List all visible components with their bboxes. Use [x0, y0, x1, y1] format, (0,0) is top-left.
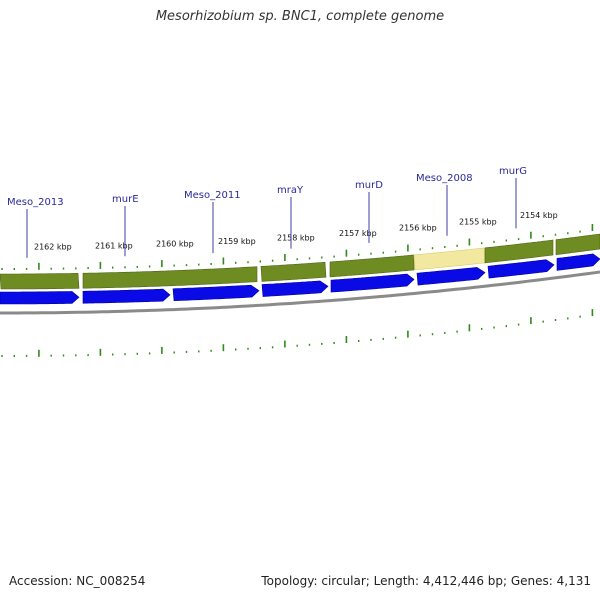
scale-label: 2155 kbp: [459, 218, 497, 227]
gene-band-segment-4: [413, 247, 486, 271]
scale-label: 2157 kbp: [339, 229, 377, 238]
scale-label: 2159 kbp: [218, 237, 256, 246]
scale-label: 2156 kbp: [399, 224, 437, 233]
gene-band-segment-3: [329, 254, 415, 278]
cds-strand: [0, 253, 600, 305]
scale-label: 2154 kbp: [520, 211, 558, 220]
gene-feature-band: [0, 233, 600, 290]
gene-band-segment-0: [0, 272, 80, 290]
cds-arrow-4: [330, 273, 415, 293]
inner-tick-ring: [1, 309, 594, 357]
cds-arrow-2: [172, 284, 260, 302]
gene-label: murE: [112, 194, 139, 205]
cds-arrow-1: [82, 288, 171, 304]
cds-arrow-6: [487, 259, 555, 279]
gene-label: murD: [355, 180, 383, 191]
gene-label: Meso_2008: [416, 173, 473, 184]
gene-band-segment-2: [260, 261, 327, 282]
cds-arrow-3: [261, 280, 329, 297]
scale-labels: 2162 kbp 2161 kbp 2160 kbp 2159 kbp 2158 kbp…: [34, 211, 558, 252]
gene-band-segment-6: [555, 233, 600, 256]
gene-callouts: Meso_2013 murE Meso_2011 mraY murD Meso_2008 m…: [7, 166, 527, 258]
cds-arrow-7: [556, 253, 600, 271]
cds-arrow-5: [416, 267, 486, 286]
scale-label: 2161 kbp: [95, 242, 133, 251]
gene-label: Meso_2013: [7, 197, 64, 208]
gene-label: mraY: [277, 185, 304, 196]
scale-label: 2162 kbp: [34, 243, 72, 252]
gene-label: Meso_2011: [184, 190, 241, 201]
genome-stats: Topology: circular; Length: 4,412,446 bp…: [261, 574, 591, 588]
cds-arrow-0: [0, 291, 80, 305]
accession-label: Accession: NC_008254: [9, 574, 146, 588]
scale-label: 2160 kbp: [156, 240, 194, 249]
gene-band-segment-1: [82, 266, 258, 289]
map-title: Mesorhizobium sp. BNC1, complete genome: [155, 9, 445, 24]
scale-label: 2158 kbp: [277, 233, 315, 242]
gene-band-segment-5: [484, 239, 554, 264]
backbone-line: [0, 270, 600, 315]
gene-label: murG: [499, 166, 527, 177]
outer-tick-ring: [1, 224, 594, 270]
